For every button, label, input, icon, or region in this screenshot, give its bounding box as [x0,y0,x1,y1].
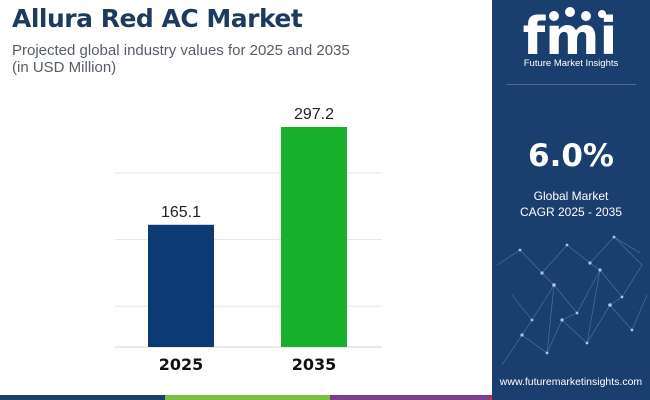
data-label-2035: 297.2 [294,106,334,123]
bar-2025 [148,224,214,347]
network-graphic [496,235,648,366]
fmi-logo: fmi [523,7,617,67]
cagr-value: 6.0% [528,138,614,174]
cagr-label-line-1: Global Market [533,189,609,203]
data-label-2025: 165.1 [161,204,201,221]
bar-2035 [281,127,347,347]
subtitle-line-2: (in USD Million) [12,59,117,76]
logo-dot-2 [565,7,575,17]
page-title: Allura Red AC Market [12,4,303,33]
x-tick-label-2025: 2025 [159,355,204,374]
chart-panel: Allura Red AC Market Projected global in… [12,4,432,374]
logo-dot-1 [549,11,559,21]
logo-caption: Future Market Insights [523,58,619,69]
bar-chart: 165.1 2025 297.2 2035 [115,106,382,374]
logo-dot-4 [598,10,606,18]
logo-dot-3 [581,11,591,21]
x-tick-label-2035: 2035 [292,355,337,374]
cagr-label: Global Market CAGR 2025 - 2035 [492,188,650,220]
website-link[interactable]: www.futuremarketinsights.com [499,376,643,388]
stripe-segment-blue [0,395,165,400]
sidebar-divider [506,84,636,85]
cagr-label-line-2: CAGR 2025 - 2035 [519,205,623,219]
subtitle-line-1: Projected global industry values for 202… [12,42,350,59]
chart-subtitle: Projected global industry values for 202… [12,42,432,76]
stripe-segment-green [165,395,330,400]
sidebar: fmi Future Market Insights 6.0% Global M… [492,0,650,400]
stripe-segment-purple [330,395,490,400]
